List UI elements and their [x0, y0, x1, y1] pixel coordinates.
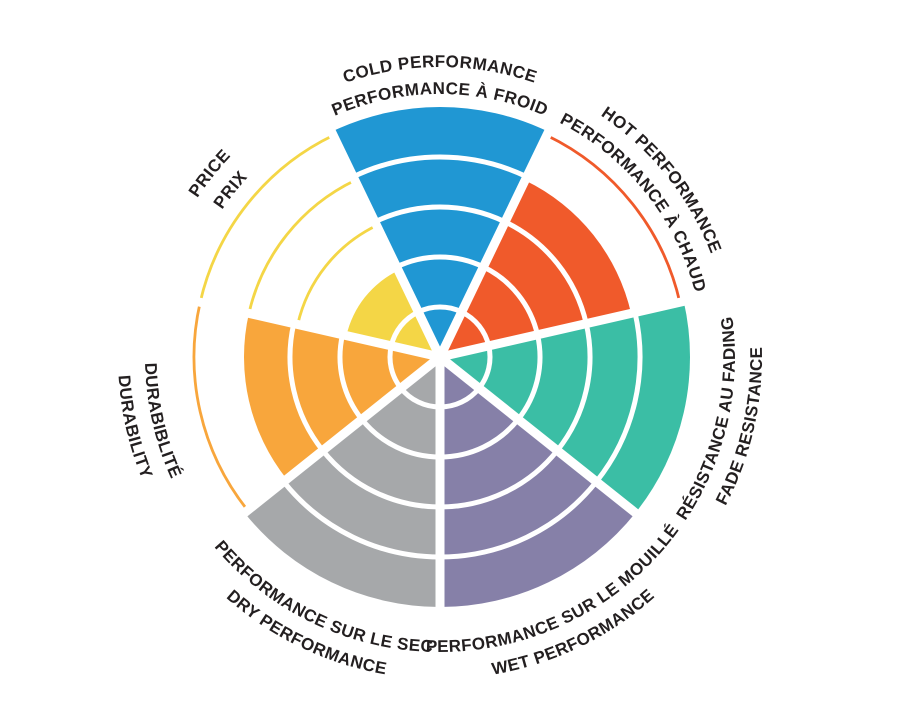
wedge-cold: [331, 107, 549, 357]
unfilled-level-arc-price-5: [198, 134, 334, 303]
ring-divider-durability-1: [387, 345, 403, 390]
ring-divider-fade-1: [477, 345, 493, 390]
ring-divider-hot-2: [482, 264, 540, 336]
unfilled-level-arc-price-4: [247, 179, 356, 314]
ring-divider-dry-3: [320, 448, 441, 510]
wedge-wet: [440, 357, 636, 607]
ring-divider-cold-3: [373, 204, 507, 225]
ring-divider-wet-1: [439, 386, 482, 410]
ring-divider-dry-1: [398, 386, 441, 410]
sector-separator: [234, 353, 443, 522]
wedge-dry: [244, 357, 440, 607]
wedge-price: [346, 270, 440, 357]
ring-divider-durability-2: [337, 334, 364, 421]
ring-divider-fade-3: [555, 323, 593, 453]
sector-separator: [323, 121, 445, 359]
ring-divider-fade-2: [516, 334, 543, 421]
sector-separator: [186, 294, 442, 362]
ring-divider-wet-4: [439, 480, 599, 560]
sector-separator: [437, 353, 646, 522]
ring-divider-dry-4: [281, 480, 441, 560]
wedge-fade: [440, 301, 690, 513]
ring-divider-wet-2: [439, 417, 521, 460]
unfilled-level-arc-hot-5: [546, 134, 682, 303]
sector-separator: [438, 294, 694, 362]
sector-separator: [435, 121, 557, 359]
unfilled-level-arc-price-3: [296, 224, 378, 325]
ring-divider-durability-3: [287, 323, 325, 453]
ring-divider-fade-4: [594, 311, 643, 484]
ring-divider-cold-4: [352, 154, 528, 180]
ring-divider-cold-2: [395, 254, 485, 270]
ring-divider-wet-3: [439, 448, 560, 510]
ring-divider-hot-1: [460, 309, 492, 347]
ring-divider-price-1: [388, 309, 420, 347]
category-label-hot-line1: HOT PERFORMANCE: [598, 103, 725, 256]
ring-divider-dry-2: [359, 417, 441, 460]
unfilled-level-arc-durability-5: [192, 301, 249, 512]
ring-divider-hot-3: [503, 219, 589, 325]
ring-divider-cold-1: [417, 304, 463, 315]
